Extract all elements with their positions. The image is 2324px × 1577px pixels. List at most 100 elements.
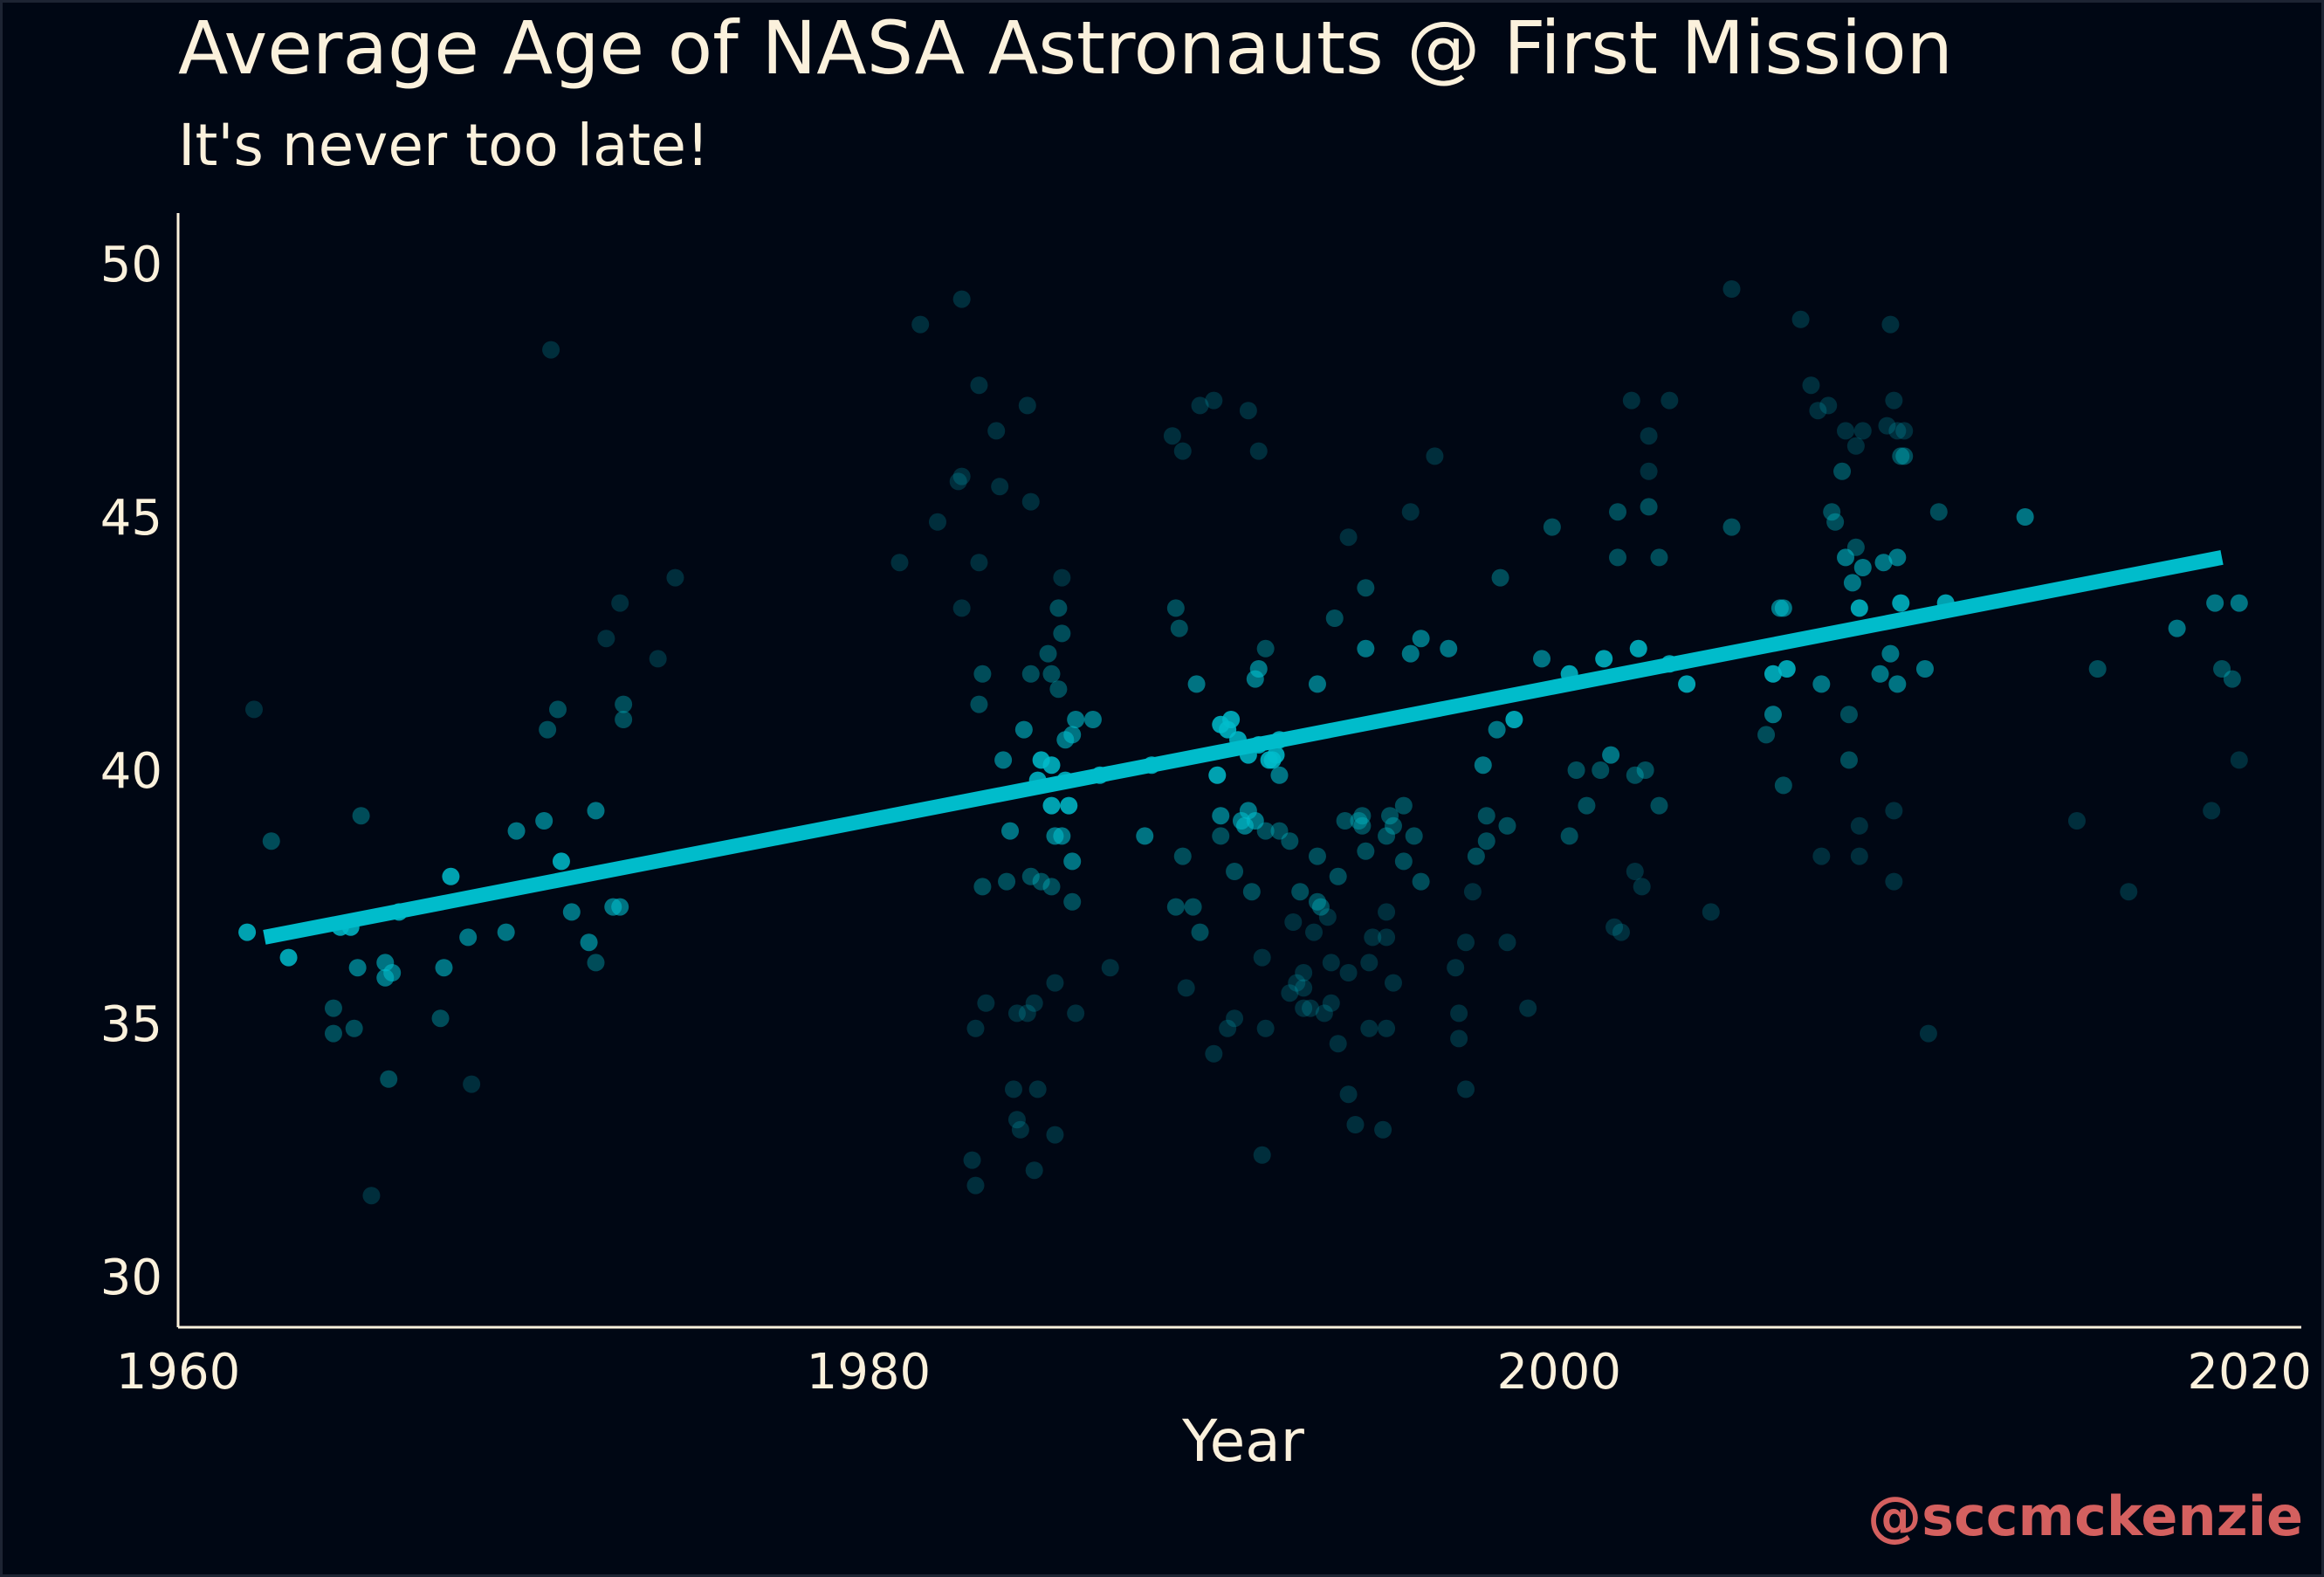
data-point (977, 995, 994, 1012)
data-point (325, 1025, 342, 1043)
data-point (615, 711, 632, 728)
data-point (1188, 675, 1206, 692)
data-point (1205, 392, 1222, 410)
y-tick-label: 40 (100, 743, 162, 800)
data-point (1450, 1004, 1468, 1022)
data-point (611, 899, 629, 916)
data-point (911, 316, 929, 334)
data-point (1257, 1020, 1275, 1037)
data-point (1005, 1080, 1022, 1098)
data-point (1340, 1085, 1358, 1103)
data-point (1395, 852, 1413, 870)
data-point (1847, 539, 1865, 556)
data-point (1457, 933, 1475, 951)
data-point (1378, 928, 1395, 946)
data-point (1633, 878, 1651, 895)
data-point (1702, 903, 1720, 920)
data-point (263, 832, 280, 850)
data-point (1357, 640, 1374, 658)
data-point (1505, 711, 1523, 728)
data-point (1205, 1045, 1222, 1063)
data-point (1284, 913, 1302, 931)
data-point (1254, 1147, 1271, 1164)
data-point (2068, 812, 2086, 830)
data-point (1019, 396, 1036, 414)
data-point (1792, 311, 1810, 328)
data-point (1464, 883, 1482, 900)
data-point (1637, 761, 1654, 779)
data-point (1042, 665, 1060, 683)
data-point (1323, 954, 1340, 971)
data-point (1840, 706, 1858, 723)
data-point (1892, 595, 1909, 612)
data-point (970, 376, 987, 394)
data-point (1040, 645, 1057, 663)
data-point (1046, 974, 1063, 992)
data-point (1340, 964, 1358, 981)
data-point (1837, 422, 1854, 439)
data-point (1067, 711, 1084, 728)
data-point (1012, 1121, 1029, 1139)
data-point (1881, 645, 1899, 663)
x-tick-label: 1980 (807, 1344, 932, 1401)
data-point (1630, 640, 1647, 658)
data-point (2169, 620, 2186, 637)
data-point (1171, 620, 1188, 637)
data-point (2231, 595, 2248, 612)
data-point (1046, 1126, 1063, 1144)
data-point (1930, 503, 1948, 520)
data-point (1309, 848, 1326, 865)
data-point (998, 873, 1015, 891)
data-point (1640, 498, 1658, 515)
data-point (1440, 640, 1457, 658)
data-point (2017, 508, 2034, 526)
data-point (1167, 599, 1185, 616)
data-point (994, 751, 1012, 768)
data-point (1042, 797, 1060, 815)
data-point (1812, 675, 1830, 692)
data-point (964, 1152, 981, 1169)
data-point (1650, 548, 1667, 566)
data-point (1167, 899, 1185, 916)
data-point (929, 513, 946, 531)
data-point (1026, 995, 1043, 1012)
data-point (1305, 924, 1323, 941)
data-point (2231, 751, 2248, 768)
data-point (1192, 924, 1209, 941)
data-point (2120, 883, 2137, 900)
data-point (1385, 974, 1402, 992)
data-point (1226, 863, 1243, 880)
data-point (1775, 599, 1792, 616)
data-point (542, 341, 560, 359)
data-point (1326, 609, 1344, 627)
data-point (1029, 1080, 1047, 1098)
data-point (1053, 624, 1070, 642)
data-point (1609, 503, 1626, 520)
data-point (1678, 675, 1695, 692)
data-point (508, 823, 526, 840)
data-point (1851, 817, 1868, 835)
data-point (1595, 650, 1612, 667)
data-point (1450, 1030, 1468, 1047)
data-point (1174, 443, 1192, 460)
data-point (987, 422, 1005, 439)
data-point (1212, 807, 1229, 824)
trend-line-group (265, 557, 2222, 937)
data-point (1270, 767, 1288, 784)
data-point (650, 650, 667, 667)
data-point (1295, 979, 1312, 996)
data-point (459, 928, 477, 946)
data-point (1226, 1009, 1243, 1027)
data-point (1881, 316, 1899, 334)
data-point (1426, 447, 1443, 465)
data-point (1001, 823, 1019, 840)
data-point (539, 721, 556, 739)
data-point (1378, 903, 1395, 920)
data-point (1402, 503, 1420, 520)
data-point (1592, 761, 1609, 779)
data-point (1291, 883, 1309, 900)
data-point (1844, 574, 1861, 591)
data-point (1063, 726, 1081, 743)
data-point (1872, 665, 1889, 683)
data-point (1544, 519, 1561, 536)
